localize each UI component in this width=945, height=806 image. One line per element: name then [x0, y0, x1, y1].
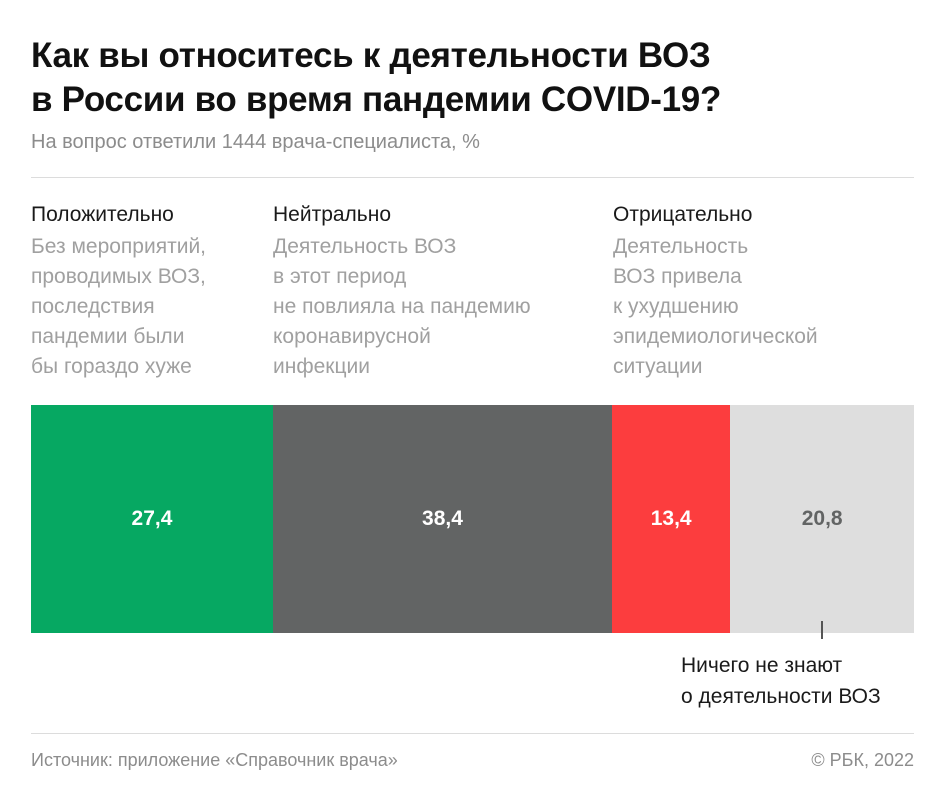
source-note: Источник: приложение «Справочник врача»: [31, 750, 398, 770]
copyright: © РБК, 2022: [811, 750, 914, 770]
category-negative: Отрицательно Деятельность ВОЗ привела к …: [613, 200, 818, 382]
category-label: Положительно: [31, 203, 174, 226]
bar-value-label: 13,4: [650, 507, 692, 530]
chart-title: Как вы относитесь к деятельности ВОЗ в Р…: [31, 34, 911, 122]
bar-positive: 27,4: [31, 405, 273, 633]
bar-value-label: 27,4: [131, 507, 173, 530]
bar-value-label: 38,4: [422, 507, 463, 530]
stacked-bar: 27,4 38,4 13,4 20,8: [31, 405, 914, 633]
top-divider: [31, 177, 914, 178]
bar-value-label: 20,8: [801, 507, 843, 530]
category-positive: Положительно Без мероприятий, проводимых…: [31, 200, 206, 382]
chart-subtitle: На вопрос ответили 1444 врача-специалист…: [31, 131, 480, 153]
unknown-annotation: Ничего не знают о деятельности ВОЗ: [681, 654, 881, 708]
bar-negative: 13,4: [612, 405, 731, 633]
bottom-divider: [31, 733, 914, 734]
category-description: Деятельность ВОЗ в этот период не повлия…: [273, 235, 531, 378]
category-neutral: Нейтрально Деятельность ВОЗ в этот перио…: [273, 200, 531, 382]
category-label: Нейтрально: [273, 203, 392, 226]
category-description: Деятельность ВОЗ привела к ухудшению эпи…: [613, 235, 818, 378]
chart-title-line-2: в России во время пандемии COVID-19?: [31, 80, 722, 119]
chart-title-line-1: Как вы относитесь к деятельности ВОЗ: [31, 36, 711, 75]
bar-unknown: 20,8: [730, 405, 914, 633]
annotation-tick: [821, 621, 823, 639]
bar-neutral: 38,4: [272, 405, 612, 633]
category-description: Без мероприятий, проводимых ВОЗ, последс…: [31, 235, 207, 378]
category-label: Отрицательно: [613, 203, 753, 226]
